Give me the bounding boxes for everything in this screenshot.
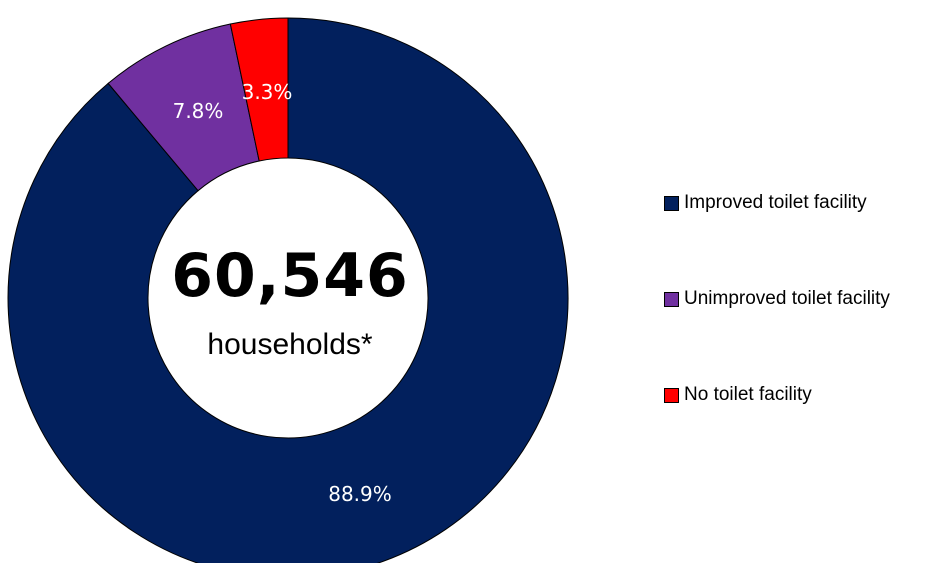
slice-label-unimproved: 7.8% xyxy=(173,99,224,123)
center-caption: households* xyxy=(207,328,373,361)
legend-item-no-toilet: No toilet facility xyxy=(664,384,947,405)
legend-swatch-unimproved xyxy=(664,291,679,307)
legend: Improved toilet facility Unimproved toil… xyxy=(664,192,947,405)
center-total-value: 60,546 xyxy=(171,241,409,311)
slice-improved xyxy=(7,17,569,563)
legend-item-improved: Improved toilet facility xyxy=(664,192,947,213)
legend-swatch-no-toilet xyxy=(664,387,679,403)
legend-label-no-toilet: No toilet facility xyxy=(684,384,812,405)
legend-item-unimproved: Unimproved toilet facility xyxy=(664,288,947,309)
legend-label-unimproved: Unimproved toilet facility xyxy=(684,288,890,309)
legend-label-improved: Improved toilet facility xyxy=(684,192,867,213)
slice-no-toilet xyxy=(229,17,289,162)
slice-label-improved: 88.9% xyxy=(328,482,392,506)
legend-swatch-improved xyxy=(664,195,679,211)
slice-label-no-toilet: 3.3% xyxy=(242,80,293,104)
